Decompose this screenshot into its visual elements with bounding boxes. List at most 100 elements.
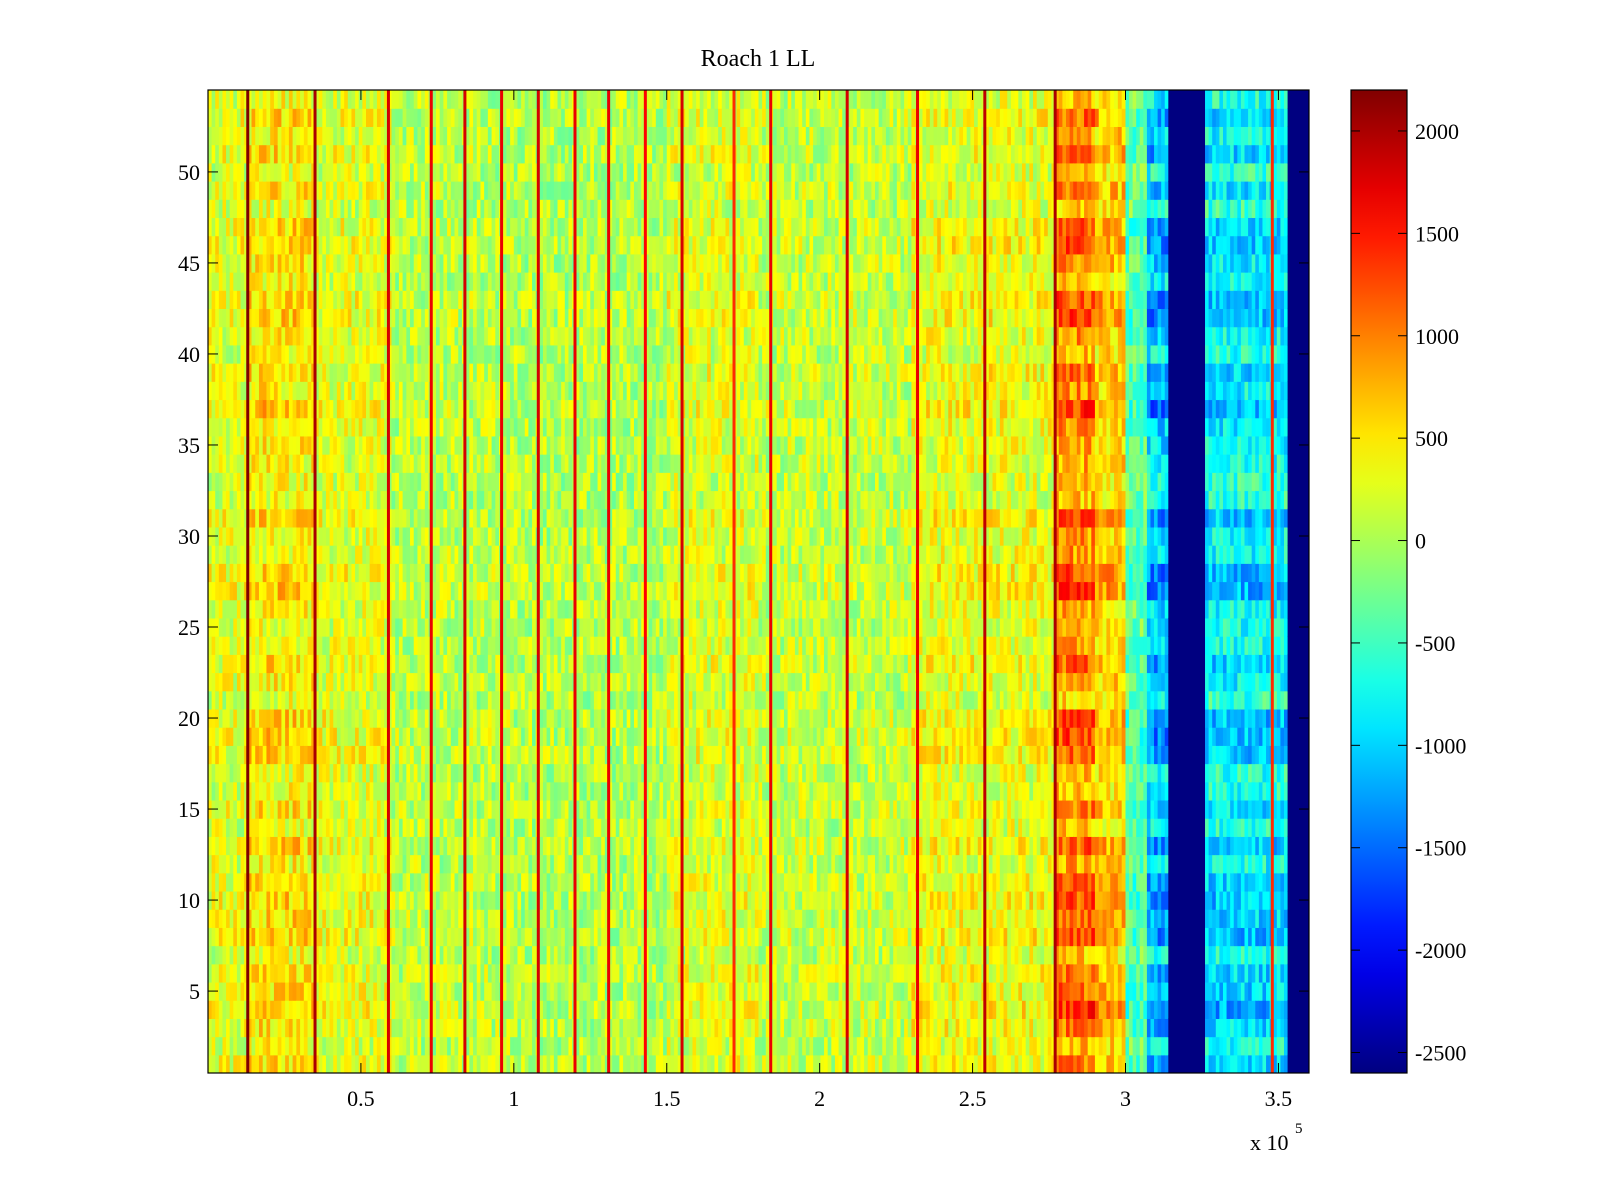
heatmap-cell: [336, 963, 342, 983]
heatmap-cell: [315, 927, 320, 947]
heatmap-cell: [340, 690, 345, 710]
heatmap-cell: [439, 490, 444, 510]
heatmap-cell: [539, 745, 544, 765]
heatmap-cell: [340, 181, 345, 200]
heatmap-cell: [480, 326, 485, 346]
heatmap-cell: [351, 344, 356, 364]
heatmap-cell: [487, 508, 493, 528]
heatmap-cell: [322, 1000, 327, 1019]
heatmap-cell: [421, 836, 426, 856]
heatmap-cell: [358, 363, 363, 382]
heatmap-cell: [506, 126, 511, 146]
heatmap-cell: [303, 181, 309, 200]
heatmap-cell: [336, 781, 342, 801]
heatmap-cell: [532, 727, 537, 746]
heatmap-cell: [373, 199, 378, 219]
heatmap-cell: [458, 490, 463, 510]
heatmap-cell: [236, 945, 242, 965]
heatmap-cell: [255, 836, 260, 856]
heatmap-cell: [262, 981, 268, 1001]
heatmap-cell: [262, 162, 268, 182]
heatmap-cell: [315, 344, 320, 364]
heatmap-cell: [413, 490, 419, 510]
heatmap-cell: [373, 654, 378, 674]
heatmap-cell: [251, 617, 256, 637]
heatmap-cell: [424, 235, 430, 255]
heatmap-cell: [398, 472, 404, 492]
heatmap-cell: [366, 581, 371, 601]
heatmap-cell: [296, 108, 301, 127]
heatmap-cell: [413, 326, 419, 346]
heatmap-cell: [480, 1000, 485, 1019]
heatmap-cell: [266, 108, 271, 127]
heatmap-cell: [402, 326, 407, 346]
heatmap-cell: [318, 781, 323, 801]
heatmap-cell: [262, 199, 268, 219]
heatmap-cell: [384, 672, 389, 692]
heatmap-cell: [208, 1000, 213, 1019]
heatmap-cell: [487, 1018, 493, 1038]
heatmap-cell: [247, 818, 253, 837]
heatmap-cell: [391, 890, 396, 910]
heatmap-cell: [318, 454, 323, 473]
heatmap-cell: [506, 745, 511, 765]
heatmap-cell: [384, 963, 389, 983]
heatmap-cell: [362, 344, 367, 364]
heatmap-cell: [506, 472, 511, 492]
heatmap-cell: [487, 854, 493, 874]
heatmap-cell: [300, 818, 305, 837]
heatmap-cell: [266, 308, 271, 328]
heatmap-cell: [484, 326, 489, 346]
heatmap-cell: [236, 417, 242, 437]
heatmap-cell: [296, 636, 301, 655]
heatmap-cell: [417, 526, 422, 546]
heatmap-cell: [236, 526, 242, 546]
heatmap-cell: [307, 599, 312, 619]
heatmap-cell: [292, 727, 297, 746]
heatmap-cell: [487, 672, 493, 692]
heatmap-cell: [473, 909, 478, 928]
heatmap-cell: [277, 108, 282, 127]
heatmap-cell: [333, 727, 338, 746]
heatmap-cell: [362, 1054, 367, 1073]
heatmap-cell: [542, 1054, 548, 1073]
heatmap-cell: [473, 326, 478, 346]
heatmap-cell: [362, 745, 367, 765]
heatmap-cell: [262, 490, 268, 510]
heatmap-cell: [255, 727, 260, 746]
heatmap-cell: [524, 909, 529, 928]
heatmap-cell: [532, 654, 537, 674]
heatmap-cell: [502, 945, 508, 965]
heatmap-cell: [424, 781, 430, 801]
heatmap-cell: [355, 290, 360, 310]
heatmap-cell: [351, 1018, 356, 1038]
heatmap-cell: [447, 854, 452, 874]
heatmap-cell: [476, 290, 482, 310]
heatmap-cell: [218, 599, 224, 619]
heatmap-cell: [513, 963, 519, 983]
heatmap-cell: [351, 818, 356, 837]
heatmap-cell: [218, 144, 224, 164]
heatmap-cell: [387, 563, 393, 583]
heatmap-cell: [398, 599, 404, 619]
heatmap-cell: [417, 290, 422, 310]
heatmap-cell: [495, 290, 500, 310]
heatmap-cell: [340, 144, 345, 164]
heatmap-cell: [410, 472, 415, 492]
heatmap-cell: [524, 363, 529, 382]
heatmap-cell: [521, 981, 526, 1001]
heatmap-cell: [285, 872, 290, 892]
heatmap-cell: [443, 945, 448, 965]
heatmap-cell: [336, 690, 342, 710]
heatmap-cell: [277, 909, 282, 928]
heatmap-cell: [435, 144, 441, 164]
heatmap-cell: [391, 818, 396, 837]
heatmap-cell: [255, 290, 260, 310]
heatmap-cell: [491, 745, 496, 765]
heatmap-cell: [288, 1054, 294, 1073]
heatmap-cell: [351, 981, 356, 1001]
heatmap-cell: [491, 563, 496, 583]
heatmap-cell: [318, 253, 323, 273]
heatmap-cell: [358, 545, 363, 564]
heatmap-cell: [391, 526, 396, 546]
